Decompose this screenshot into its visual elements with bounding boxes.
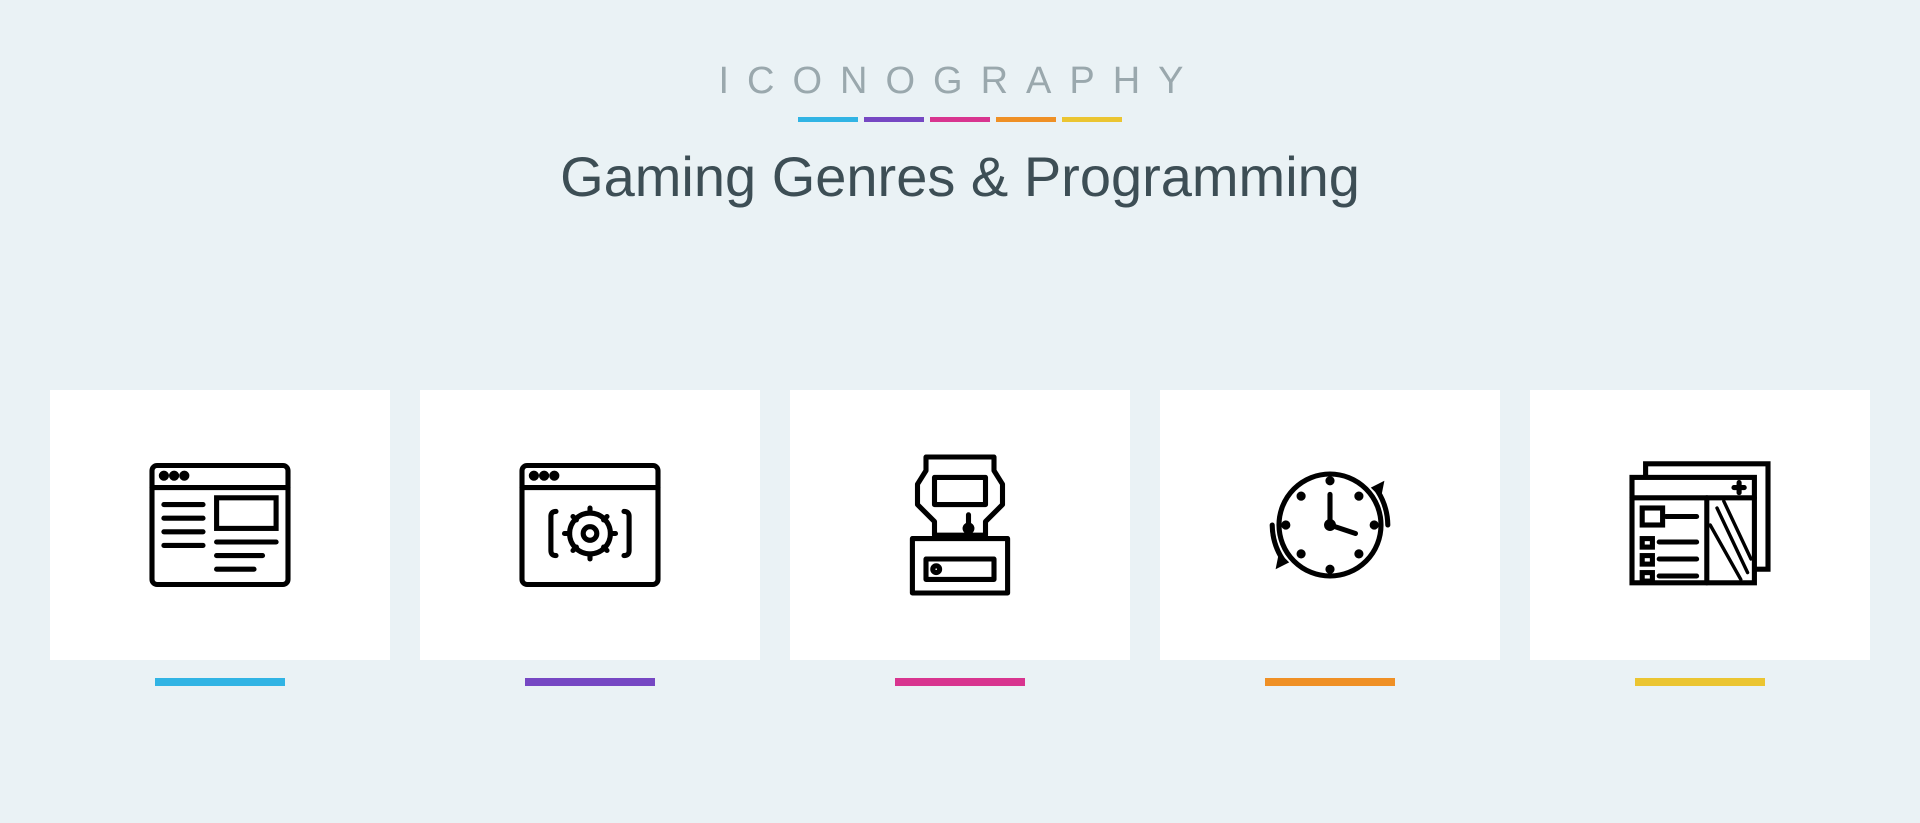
bar-purple [864,117,924,122]
card-bar [155,678,285,686]
arcade-machine-icon [875,440,1045,610]
icon-card-box [790,390,1130,660]
browser-list-icon [135,440,305,610]
browser-gear-icon [505,440,675,610]
clock-rotate-icon [1245,440,1415,610]
card-bar [1635,678,1765,686]
card-bar [525,678,655,686]
icon-card-box [420,390,760,660]
card-bar [1265,678,1395,686]
icon-card [1160,390,1500,686]
page-title: Gaming Genres & Programming [0,144,1920,209]
ui-panel-icon [1615,440,1785,610]
header: ICONOGRAPHY Gaming Genres & Programming [0,0,1920,209]
icon-card-box [1160,390,1500,660]
icon-card [790,390,1130,686]
icon-card-box [50,390,390,660]
brand-label: ICONOGRAPHY [0,60,1920,103]
bar-blue [798,117,858,122]
icon-card [1530,390,1870,686]
header-color-bars [0,117,1920,122]
bar-yellow [1062,117,1122,122]
icon-card [50,390,390,686]
icon-card-box [1530,390,1870,660]
icon-card [420,390,760,686]
icon-row [50,390,1870,686]
card-bar [895,678,1025,686]
bar-pink [930,117,990,122]
bar-orange [996,117,1056,122]
